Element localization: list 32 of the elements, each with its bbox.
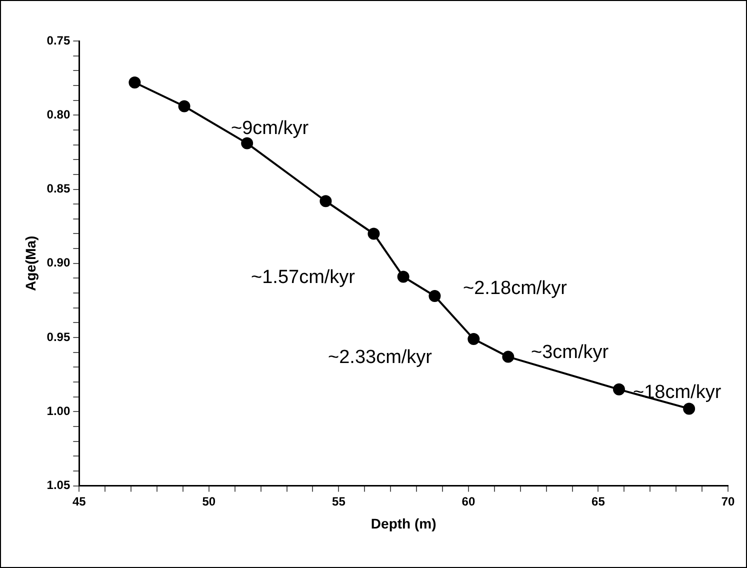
x-tick-label: 55: [332, 494, 346, 508]
point: [428, 290, 441, 302]
y-tick-label: 0.95: [46, 330, 70, 344]
point: [241, 137, 254, 150]
x-tick-label: 60: [462, 494, 476, 508]
x-tick-label: 50: [202, 494, 216, 508]
y-tick-label: 0.75: [46, 33, 70, 48]
annotation: ~9cm/kyr: [231, 118, 310, 140]
x-axis-title: Depth (m): [370, 515, 436, 532]
y-tick-label: 1.00: [46, 404, 70, 418]
point: [468, 333, 480, 346]
y-tick-label: 1.05: [46, 478, 70, 492]
point: [128, 76, 141, 89]
y-tick-label: 0.85: [46, 182, 70, 196]
point: [683, 402, 696, 415]
annotation: ~18cm/kyr: [633, 382, 722, 404]
point: [397, 270, 410, 283]
annotation: ~1.57cm/kyr: [251, 267, 356, 288]
x-tick-label: 45: [72, 494, 86, 508]
point: [502, 350, 514, 363]
y-axis-title: Age(Ma): [22, 236, 38, 292]
x-tick-label: 65: [592, 494, 606, 508]
point: [320, 195, 332, 208]
point: [178, 100, 190, 112]
x-tick-label: 70: [721, 494, 735, 508]
annotation: ~2.33cm/kyr: [328, 347, 433, 368]
y-tick-label: 0.80: [46, 107, 70, 122]
point: [368, 228, 380, 240]
y-tick-label: 0.90: [46, 256, 70, 270]
annotation: ~3cm/kyr: [531, 342, 610, 364]
point: [612, 383, 625, 396]
annotation: ~2.18cm/kyr: [463, 278, 568, 300]
